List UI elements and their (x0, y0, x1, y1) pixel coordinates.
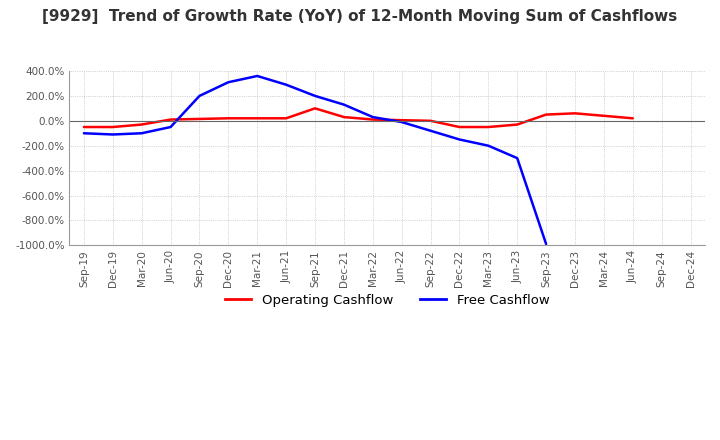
Free Cashflow (224, 80, 233, 85)
Free Cashflow (484, 143, 492, 148)
Operating Cashflow (369, 117, 377, 122)
Operating Cashflow (195, 116, 204, 121)
Operating Cashflow (138, 122, 146, 127)
Free Cashflow (109, 132, 117, 137)
Operating Cashflow (600, 113, 608, 118)
Operating Cashflow (224, 116, 233, 121)
Free Cashflow (426, 128, 435, 133)
Operating Cashflow (484, 125, 492, 130)
Operating Cashflow (426, 118, 435, 124)
Free Cashflow (311, 93, 320, 99)
Free Cashflow (340, 102, 348, 107)
Operating Cashflow (629, 116, 637, 121)
Operating Cashflow (311, 106, 320, 111)
Free Cashflow (397, 119, 406, 125)
Operating Cashflow (571, 111, 580, 116)
Free Cashflow (542, 242, 551, 247)
Operating Cashflow (455, 125, 464, 130)
Free Cashflow (80, 131, 89, 136)
Operating Cashflow (513, 122, 521, 127)
Line: Free Cashflow: Free Cashflow (84, 76, 546, 244)
Free Cashflow (138, 131, 146, 136)
Free Cashflow (195, 93, 204, 99)
Operating Cashflow (253, 116, 261, 121)
Text: [9929]  Trend of Growth Rate (YoY) of 12-Month Moving Sum of Cashflows: [9929] Trend of Growth Rate (YoY) of 12-… (42, 9, 678, 24)
Operating Cashflow (109, 125, 117, 130)
Free Cashflow (253, 73, 261, 79)
Operating Cashflow (340, 114, 348, 120)
Operating Cashflow (542, 112, 551, 117)
Free Cashflow (282, 82, 290, 87)
Line: Operating Cashflow: Operating Cashflow (84, 108, 633, 127)
Operating Cashflow (282, 116, 290, 121)
Operating Cashflow (397, 117, 406, 123)
Operating Cashflow (80, 125, 89, 130)
Free Cashflow (455, 137, 464, 142)
Free Cashflow (166, 125, 175, 130)
Legend: Operating Cashflow, Free Cashflow: Operating Cashflow, Free Cashflow (220, 288, 554, 312)
Operating Cashflow (166, 117, 175, 122)
Free Cashflow (513, 155, 521, 161)
Free Cashflow (369, 114, 377, 120)
